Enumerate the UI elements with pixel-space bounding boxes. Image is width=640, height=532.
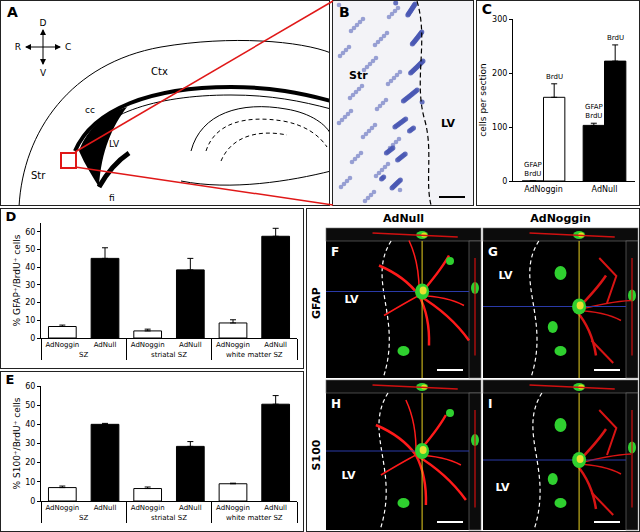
svg-text:fi: fi [109,193,115,203]
svg-text:% GFAP⁺/BrdU⁺ cells: % GFAP⁺/BrdU⁺ cells [12,234,22,326]
svg-text:AdNull: AdNull [592,185,618,194]
svg-text:0: 0 [30,334,35,343]
svg-text:AdNull: AdNull [94,341,117,349]
svg-text:LV: LV [499,269,513,282]
svg-text:60: 60 [25,228,35,237]
svg-text:F: F [331,245,339,259]
svg-text:LV: LV [441,117,455,130]
svg-text:0: 0 [30,497,35,506]
svg-text:LV: LV [109,139,120,149]
svg-text:striatal SZ: striatal SZ [151,514,187,522]
svg-text:R: R [15,42,21,52]
svg-text:10: 10 [25,478,35,487]
svg-text:striatal SZ: striatal SZ [151,351,187,359]
svg-text:white matter SZ: white matter SZ [226,351,283,359]
svg-text:S100: S100 [310,439,323,470]
svg-text:AdNoggin: AdNoggin [216,341,250,349]
svg-text:D: D [40,18,47,28]
svg-text:50: 50 [25,245,35,254]
svg-text:200: 200 [492,69,507,78]
svg-text:AdNoggin: AdNoggin [216,504,250,512]
svg-text:D: D [6,209,17,223]
svg-text:AdNull: AdNull [94,504,117,512]
svg-text:GFAPBrdU: GFAPBrdU [524,161,542,178]
svg-text:100: 100 [492,123,507,132]
svg-text:LV: LV [495,481,509,494]
svg-text:BrdU: BrdU [546,73,563,81]
svg-text:SZ: SZ [79,351,88,359]
svg-text:LV: LV [342,469,356,482]
svg-text:AdNull: AdNull [264,341,287,349]
svg-text:C: C [482,1,492,17]
svg-text:60: 60 [25,382,35,391]
svg-text:H: H [331,397,341,411]
svg-text:AdNoggin: AdNoggin [530,212,591,225]
svg-text:20: 20 [25,298,35,307]
svg-text:40: 40 [25,263,35,272]
svg-text:Ctx: Ctx [151,66,168,77]
svg-text:cells per section: cells per section [478,63,488,136]
svg-text:AdNull: AdNull [383,212,424,225]
svg-text:LV: LV [345,293,359,306]
svg-text:% S100⁺/BrdU⁺ cells: % S100⁺/BrdU⁺ cells [12,397,22,489]
svg-text:20: 20 [25,458,35,467]
svg-text:B: B [339,4,350,20]
svg-text:300: 300 [492,15,507,24]
svg-text:AdNull: AdNull [179,504,202,512]
svg-text:GFAPBrdU: GFAPBrdU [585,103,603,120]
svg-text:50: 50 [25,401,35,410]
svg-text:white matter SZ: white matter SZ [226,514,283,522]
svg-text:AdNull: AdNull [179,341,202,349]
svg-text:Str: Str [349,69,368,82]
svg-text:cc: cc [85,105,95,115]
svg-text:30: 30 [25,439,35,448]
svg-text:40: 40 [25,420,35,429]
svg-text:AdNoggin: AdNoggin [45,341,79,349]
svg-text:Str: Str [31,170,46,181]
svg-text:AdNull: AdNull [264,504,287,512]
svg-text:V: V [40,68,47,78]
svg-text:AdNoggin: AdNoggin [131,341,165,349]
svg-text:0: 0 [502,177,507,186]
svg-text:BrdU: BrdU [607,34,624,42]
svg-text:C: C [65,42,71,52]
svg-text:E: E [6,372,15,386]
svg-text:GFAP: GFAP [310,287,323,319]
svg-text:30: 30 [25,281,35,290]
svg-text:SZ: SZ [79,514,88,522]
svg-text:I: I [488,397,492,411]
svg-text:A: A [7,4,18,20]
svg-text:AdNoggin: AdNoggin [131,504,165,512]
svg-text:AdNoggin: AdNoggin [524,185,563,194]
svg-text:AdNoggin: AdNoggin [45,504,79,512]
svg-text:G: G [488,245,498,259]
svg-text:10: 10 [25,316,35,325]
